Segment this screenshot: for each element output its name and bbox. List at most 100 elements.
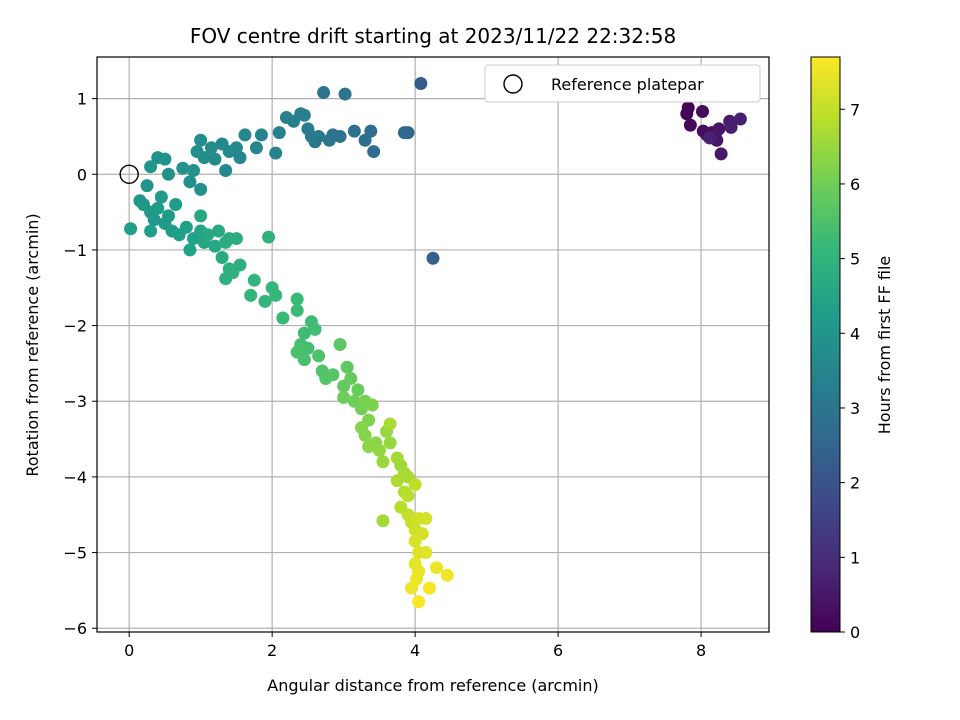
data-point	[410, 572, 424, 586]
data-point	[414, 76, 428, 90]
data-point	[176, 161, 190, 175]
data-point	[696, 104, 710, 118]
data-point	[247, 273, 261, 287]
data-point	[249, 141, 263, 155]
y-tick-label: −6	[63, 619, 87, 638]
data-point	[419, 546, 433, 560]
colorbar-tick-label: 4	[850, 324, 860, 343]
colorbar: 0 1 2 3 4 5 6 7 Hours from first FF file	[810, 56, 894, 642]
y-tick-label: −4	[63, 468, 87, 487]
data-point	[183, 243, 197, 257]
data-point	[733, 112, 747, 126]
y-axis-ticks: 1 0 −1 −2 −3 −4 −5 −6	[63, 90, 97, 638]
data-point	[226, 266, 240, 280]
data-point	[290, 303, 304, 317]
data-point	[208, 239, 222, 253]
data-point	[344, 372, 358, 386]
data-point	[194, 209, 208, 223]
data-point	[161, 209, 175, 223]
data-point	[229, 232, 243, 246]
data-point	[124, 222, 138, 236]
x-tick-label: 4	[410, 641, 420, 660]
data-point	[372, 443, 386, 457]
data-point	[301, 341, 315, 355]
data-point	[194, 133, 208, 147]
data-point	[390, 474, 404, 488]
y-tick-label: −3	[63, 392, 87, 411]
colorbar-tick-label: 6	[850, 175, 860, 194]
data-point	[140, 179, 154, 193]
data-point	[208, 152, 222, 166]
grid	[97, 57, 769, 632]
legend: Reference platepar	[484, 64, 761, 103]
data-point	[422, 581, 436, 595]
data-point	[312, 349, 326, 363]
x-tick-label: 2	[267, 641, 277, 660]
data-point	[194, 182, 208, 196]
data-point	[297, 353, 311, 367]
y-tick-label: −1	[63, 241, 87, 260]
data-point	[408, 534, 422, 548]
colorbar-tick-label: 1	[850, 548, 860, 567]
chart-title: FOV centre drift starting at 2023/11/22 …	[190, 24, 676, 48]
data-point	[714, 147, 728, 161]
colorbar-ticks: 0 1 2 3 4 5 6 7	[840, 100, 860, 642]
data-point	[201, 228, 215, 242]
y-tick-label: −2	[63, 317, 87, 336]
data-point	[358, 133, 372, 147]
data-point	[276, 311, 290, 325]
data-point	[215, 137, 229, 151]
data-point	[215, 250, 229, 264]
data-point	[724, 120, 738, 134]
y-axis-label: Rotation from reference (arcmin)	[23, 213, 42, 476]
data-point	[154, 190, 168, 204]
data-point	[258, 294, 272, 308]
data-point	[337, 390, 351, 404]
colorbar-gradient	[810, 56, 841, 633]
data-point	[269, 288, 283, 302]
data-point	[151, 201, 165, 215]
colorbar-tick-label: 2	[850, 474, 860, 493]
data-point	[187, 163, 201, 177]
legend-label: Reference platepar	[551, 75, 704, 94]
data-point	[238, 128, 252, 142]
data-point	[390, 451, 404, 465]
data-point	[419, 512, 433, 526]
data-point	[290, 292, 304, 306]
data-point	[144, 224, 158, 238]
data-point	[269, 146, 283, 160]
data-point	[376, 514, 390, 528]
data-point	[383, 417, 397, 431]
data-point	[338, 87, 352, 101]
data-point	[367, 145, 381, 159]
data-point	[161, 167, 175, 181]
data-point	[204, 141, 218, 155]
data-point	[397, 126, 411, 140]
data-point	[680, 107, 694, 121]
data-point	[340, 360, 354, 374]
data-point	[317, 86, 331, 100]
y-tick-label: 0	[77, 165, 87, 184]
data-point	[308, 322, 322, 336]
colorbar-tick-label: 5	[850, 250, 860, 269]
data-point	[144, 160, 158, 174]
data-point	[412, 595, 426, 609]
data-point	[190, 145, 204, 159]
data-point	[408, 477, 422, 491]
data-point	[147, 213, 161, 227]
y-tick-label: −5	[63, 544, 87, 563]
reference-marker	[119, 164, 139, 184]
colorbar-label: Hours from first FF file	[875, 256, 894, 435]
data-point	[440, 568, 454, 582]
data-point	[254, 128, 268, 142]
data-point	[401, 489, 415, 503]
y-tick-label: 1	[77, 90, 87, 109]
data-point	[326, 368, 340, 382]
data-point	[272, 126, 286, 140]
data-point	[297, 326, 311, 340]
data-point	[233, 151, 247, 165]
data-point	[683, 118, 697, 132]
x-tick-label: 8	[696, 641, 706, 660]
data-point	[430, 561, 444, 575]
